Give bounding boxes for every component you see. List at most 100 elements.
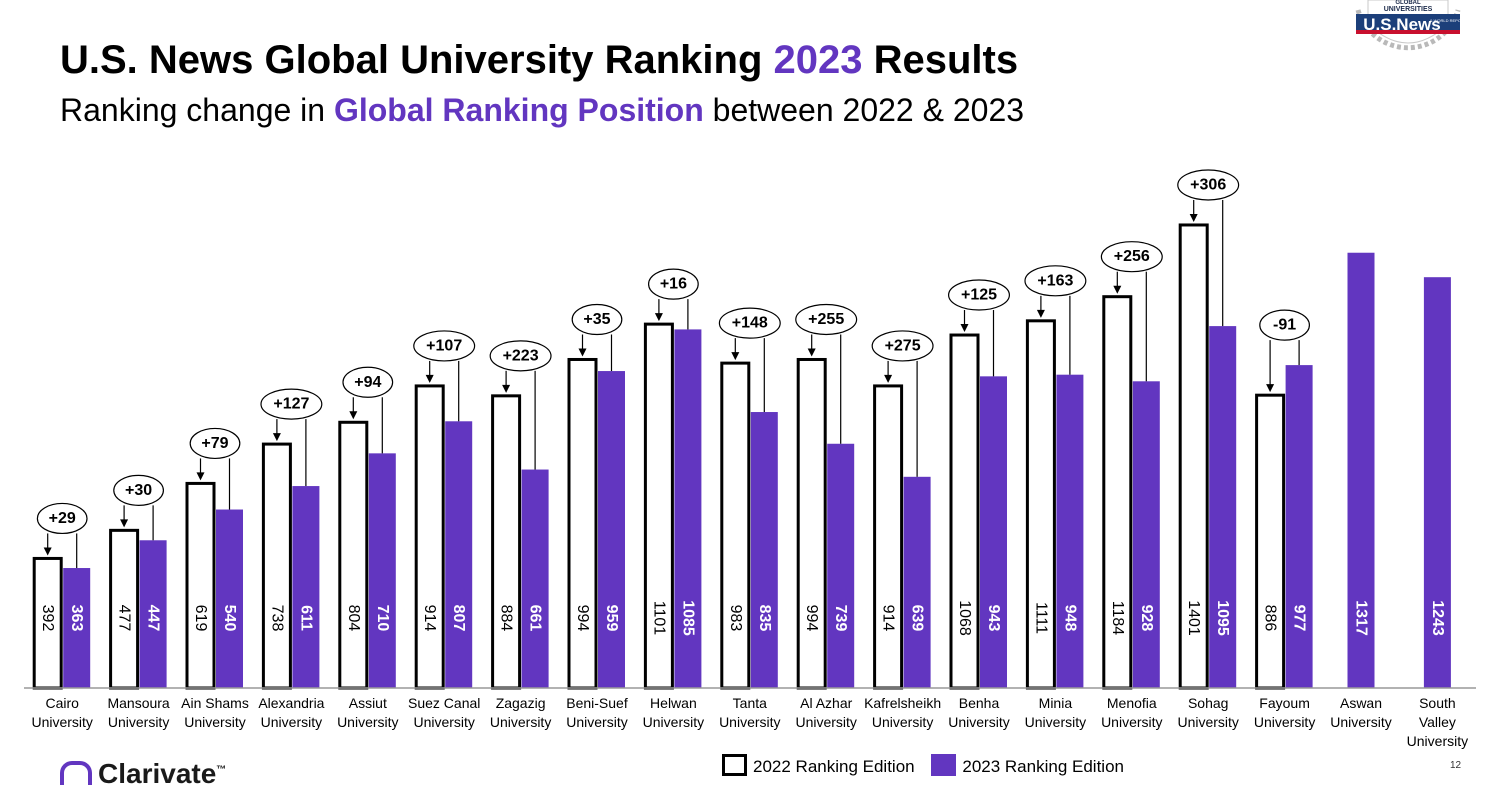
bar-label-2023: 1243 (1429, 600, 1446, 636)
bar-label-2022: 886 (1262, 605, 1279, 632)
logo-line2: UNIVERSITIES (1384, 6, 1433, 13)
bar-label-2022: 914 (421, 605, 438, 632)
bar-2023 (368, 453, 396, 688)
bar-2022 (338, 420, 369, 690)
bar-label-2022: 477 (116, 605, 133, 632)
legend-label-2023: 2023 Ranking Edition (962, 757, 1124, 776)
change-bubble (571, 303, 623, 336)
change-arrowhead (1266, 384, 1275, 393)
change-arrowhead (120, 519, 129, 528)
bar-2023 (827, 443, 855, 688)
legend-swatch-2023 (931, 754, 957, 776)
category-labels-layer: Cairo University Mansoura University Ain Sha… (31, 695, 1468, 749)
category-label: Benha University (948, 695, 1009, 730)
bar-label-2022: 1401 (1185, 600, 1202, 636)
change-label: +125 (961, 287, 997, 304)
change-bubble (718, 307, 781, 339)
category-label: South Valley University (1407, 695, 1468, 749)
change-label: +79 (201, 435, 228, 452)
bar-label-2022: 392 (39, 605, 56, 632)
change-arrowhead (960, 324, 969, 333)
bar-2023 (1347, 252, 1375, 688)
bar-2022 (873, 384, 904, 690)
bar-2023 (1209, 326, 1237, 688)
change-bubble (1177, 169, 1240, 201)
bar-2023 (139, 540, 167, 688)
bar-2022 (32, 556, 63, 690)
bar-label-2023: 661 (527, 605, 544, 632)
bar-label-2022: 619 (192, 605, 209, 632)
bar-2022 (567, 357, 598, 690)
bar-2023 (1056, 374, 1084, 688)
change-bubble (1100, 241, 1163, 273)
bar-label-2023: 363 (68, 605, 85, 632)
bar-2023 (1285, 365, 1313, 688)
category-label: Sohag University (1177, 695, 1238, 730)
bar-label-2023: 807 (450, 605, 467, 632)
change-label: +163 (1037, 272, 1073, 289)
change-label: +255 (808, 311, 844, 328)
clarivate-tm: ™ (216, 764, 227, 776)
logo-line1: GLOBAL (1395, 0, 1421, 6)
usnews-badge-logo: GLOBAL UNIVERSITIES U.S.News & WORLD REP… (1355, 0, 1467, 51)
change-annotations-layer: +29 +30 +79 +127 +94 +107 +223 +35 +16 +148 +255 +2… (36, 169, 1310, 569)
change-bubble (36, 502, 88, 535)
change-bubble (871, 330, 934, 362)
change-arrowhead (1113, 285, 1122, 294)
page-subtitle: Ranking change in Global Ranking Positio… (60, 92, 1025, 128)
category-label: Zagazig University (490, 695, 551, 730)
clarivate-logo: Clarivate™ (60, 758, 226, 790)
bar-label-2023: 447 (145, 605, 162, 632)
bar-2023 (521, 469, 549, 688)
change-bubble (947, 279, 1010, 311)
bar-2023 (750, 412, 778, 688)
change-label: +223 (503, 347, 539, 364)
bar-2023 (292, 486, 320, 688)
category-label: Beni-Suef University (566, 695, 628, 730)
logo-brand: U.S.News (1363, 15, 1440, 34)
category-label: Aswan University (1330, 695, 1391, 730)
bar-2023 (903, 476, 931, 688)
bar-label-2023: 639 (909, 605, 926, 632)
change-arrowhead (196, 472, 205, 481)
bar-2022 (185, 481, 216, 690)
bar-2023 (980, 376, 1007, 688)
change-label: +148 (732, 315, 768, 332)
bar-2022 (1255, 393, 1286, 690)
bar-2022 (491, 394, 522, 690)
change-bubble (1259, 309, 1310, 341)
change-bubble (189, 427, 241, 460)
category-label: Cairo University (31, 695, 92, 730)
change-bubble (1024, 265, 1087, 297)
change-arrowhead (272, 433, 281, 442)
legend-swatch-2022 (722, 754, 747, 776)
category-label: Assiut University (337, 695, 398, 730)
change-bubble (260, 388, 323, 420)
bar-label-2023: 959 (603, 605, 620, 632)
bar-label-2022: 983 (727, 605, 744, 632)
category-label: Helwan University (643, 695, 704, 730)
bar-2023 (216, 509, 243, 688)
change-label: +35 (583, 311, 610, 328)
subtitle-highlight: Global Ranking Position (333, 92, 704, 128)
change-bubble (413, 330, 476, 362)
change-label: +94 (354, 374, 381, 391)
bar-label-2023: 1085 (679, 600, 696, 636)
change-bubble (795, 303, 858, 336)
legend-label-2022: 2022 Ranking Edition (753, 757, 915, 776)
bar-label-2022: 994 (574, 605, 591, 632)
category-label: Minia University (1025, 695, 1086, 730)
change-label: +16 (660, 276, 687, 293)
change-arrowhead (425, 374, 434, 383)
page-title: U.S. News Global University Ranking 2023… (60, 38, 1019, 82)
change-label: +256 (1114, 248, 1150, 265)
change-arrowhead (731, 352, 740, 361)
change-arrowhead (578, 348, 587, 357)
category-label: Tanta University (719, 695, 780, 730)
bar-2023 (445, 421, 473, 688)
bar-label-2022: 1101 (650, 601, 667, 636)
bar-2022 (261, 442, 292, 690)
bars-layer: 392 363 477 447 619 540 738 611 804 710 914 807 884 6… (32, 223, 1451, 690)
category-label: Fayoum University (1254, 695, 1315, 730)
